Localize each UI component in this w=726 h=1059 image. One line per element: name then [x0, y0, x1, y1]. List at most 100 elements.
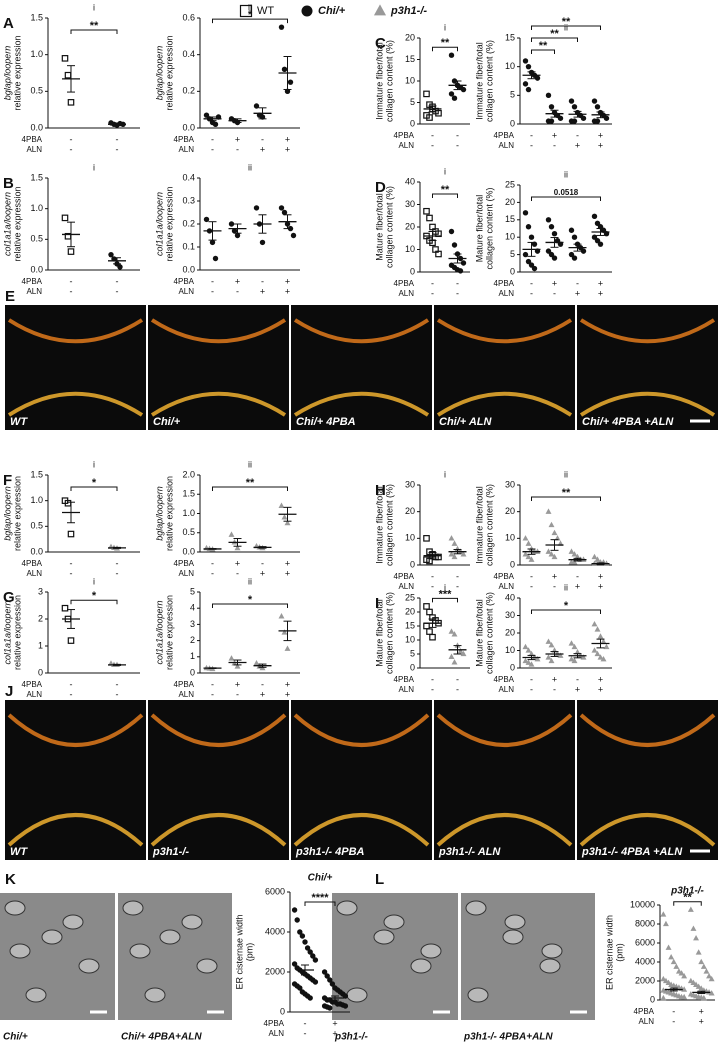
data-point	[426, 608, 433, 616]
data-point	[304, 945, 311, 951]
data-point	[525, 224, 532, 230]
treatment-sign: -	[70, 276, 73, 286]
treatment-sign: -	[553, 140, 556, 150]
y-tick-label: 0.5	[30, 86, 43, 96]
data-point	[531, 265, 538, 272]
data-point	[591, 98, 598, 104]
data-point	[687, 906, 694, 912]
y-axis-label: collagen content (%)	[484, 592, 494, 674]
y-tick-label: 6000	[635, 937, 655, 947]
collagen-stain	[579, 391, 716, 417]
treatment-sign: -	[211, 134, 214, 144]
data-point	[457, 647, 464, 654]
data-point	[522, 210, 529, 216]
treatment-sign: +	[285, 558, 290, 568]
significance-label: ****	[311, 892, 329, 904]
image-caption: Chi/+	[3, 1032, 28, 1043]
data-point	[545, 654, 552, 660]
y-tick-label: 3	[38, 586, 43, 596]
data-point	[294, 917, 300, 923]
treatment-sign: -	[431, 140, 434, 150]
row-label: 4PBA	[494, 572, 515, 581]
treatment-sign: +	[552, 130, 557, 140]
data-point	[545, 638, 552, 644]
organelle	[62, 914, 84, 930]
y-axis-label: Mature fiber/total	[374, 193, 384, 261]
treatment-sign: -	[116, 286, 119, 296]
treatment-sign: +	[235, 679, 240, 689]
subpanel-label: ii	[564, 169, 568, 179]
subpanel-label: i	[444, 469, 446, 479]
treatment-sign: -	[530, 571, 533, 581]
data-point	[312, 957, 319, 963]
treatment-sign: -	[553, 581, 556, 591]
subpanel-label: i	[93, 162, 95, 172]
treatment-sign: -	[431, 130, 434, 140]
significance-label: **	[683, 892, 692, 904]
y-tick-label: 1.5	[182, 489, 195, 499]
significance-label: *	[92, 477, 97, 489]
data-point	[67, 530, 75, 538]
data-point	[259, 239, 266, 246]
data-point	[548, 224, 555, 230]
collagen-stain	[293, 391, 430, 417]
y-tick-label: 8000	[635, 918, 655, 928]
row-label: 4PBA	[174, 559, 195, 568]
panel-label: F	[3, 472, 12, 489]
y-tick-label: 2000	[265, 966, 285, 976]
significance-bracket	[212, 603, 288, 608]
significance-bracket	[531, 25, 601, 30]
micrograph	[434, 700, 575, 860]
y-axis-label: col1a1a/loopern	[154, 600, 164, 664]
data-point	[329, 981, 336, 987]
row-label: 4PBA	[394, 675, 415, 684]
data-point	[460, 650, 467, 657]
y-axis-label: collagen content (%)	[384, 484, 394, 566]
collagen-stain	[293, 318, 430, 344]
y-axis-label: Mature fiber/total	[474, 195, 484, 263]
row-label: ALN	[178, 145, 194, 154]
data-point	[108, 251, 114, 258]
y-axis-label: col1a1a/loopern	[154, 192, 164, 256]
y-axis-label: relative expression	[12, 35, 22, 110]
data-point	[278, 613, 285, 619]
data-point	[591, 647, 598, 653]
y-axis-label: collagen content (%)	[484, 40, 494, 122]
image-caption: p3h1-/- ALN	[438, 846, 501, 858]
y-tick-label: 20	[505, 627, 515, 637]
y-axis-label: Immature fiber/total	[474, 42, 484, 120]
data-point	[429, 633, 436, 641]
y-tick-label: 0.4	[182, 49, 195, 59]
treatment-sign: -	[236, 286, 239, 296]
treatment-sign: +	[598, 130, 603, 140]
y-axis-label: Immature fiber/total	[374, 42, 384, 120]
organelle	[420, 943, 442, 959]
legend-label: WT	[257, 5, 274, 17]
treatment-sign: +	[699, 1016, 704, 1026]
treatment-sign: -	[530, 130, 533, 140]
treatment-sign: -	[576, 278, 579, 288]
y-tick-label: 10	[505, 61, 515, 71]
row-label: ALN	[398, 685, 414, 694]
image-caption: p3h1-/- 4PBA+ALN	[463, 1032, 553, 1043]
y-axis-label: relative expression	[164, 186, 174, 261]
organelle	[144, 987, 166, 1003]
y-tick-label: 0.0	[30, 546, 43, 556]
organelle	[9, 943, 31, 959]
collagen-stain	[436, 318, 573, 344]
treatment-sign: -	[116, 144, 119, 154]
data-point	[451, 659, 458, 665]
treatment-sign: +	[598, 674, 603, 684]
treatment-sign: -	[211, 276, 214, 286]
data-point	[423, 535, 430, 542]
data-point	[571, 118, 578, 124]
organelle	[122, 900, 144, 916]
y-tick-label: 5	[190, 586, 195, 596]
y-tick-label: 15	[405, 620, 415, 630]
image-caption: Chi/+ 4PBA +ALN	[582, 416, 674, 428]
treatment-sign: +	[332, 1018, 337, 1028]
data-point	[228, 221, 235, 227]
treatment-sign: +	[699, 1006, 704, 1016]
data-point	[571, 255, 578, 261]
data-point	[525, 659, 532, 665]
